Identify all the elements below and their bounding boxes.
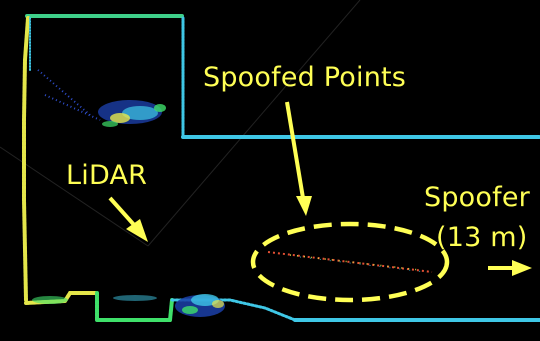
clutter-bottom bbox=[175, 294, 225, 317]
spoofer-label: Spoofer bbox=[424, 182, 530, 213]
spoofed-points-ellipse bbox=[250, 221, 450, 303]
arrow-lidar bbox=[108, 196, 148, 242]
clutter-clusters bbox=[32, 69, 225, 317]
clutter-bottom-left bbox=[32, 295, 157, 304]
wall-left bbox=[22, 16, 30, 302]
spoofed-points bbox=[267, 251, 433, 273]
arrow-spoofer bbox=[488, 260, 532, 276]
clutter-left-diagonal bbox=[37, 69, 101, 121]
wall-bottom-notch bbox=[95, 291, 174, 322]
arrow-spoofed-points bbox=[285, 101, 312, 216]
lidar-label: LiDAR bbox=[66, 160, 148, 191]
guide-line-right bbox=[147, 0, 361, 247]
annotation-arrows bbox=[108, 101, 532, 276]
spoofer-distance-label: (13 m) bbox=[436, 222, 528, 253]
clutter-upper-right bbox=[98, 100, 166, 127]
spoofed-points-label: Spoofed Points bbox=[203, 62, 407, 93]
